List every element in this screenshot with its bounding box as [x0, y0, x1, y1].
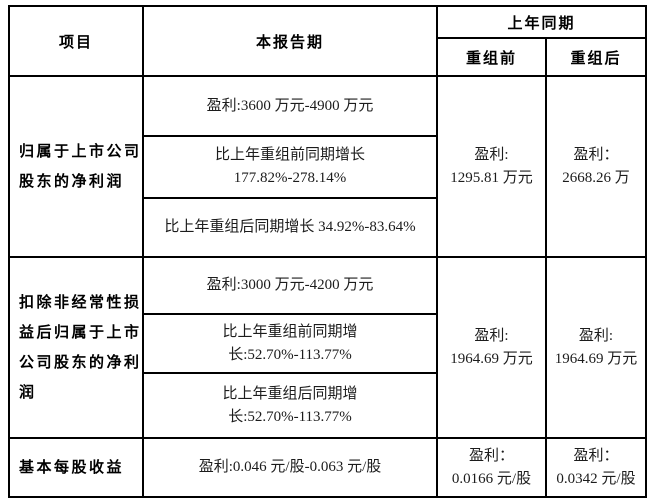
header-row-2: 重组前 重组后: [9, 37, 647, 77]
table-row: 基本每股收益 盈利:0.046 元/股-0.063 元/股 盈利： 0.0166…: [8, 437, 647, 498]
deducted-profit-prior-post: 盈利: 1964.69 万元: [545, 256, 647, 439]
deducted-profit-prior-pre: 盈利: 1964.69 万元: [436, 256, 547, 439]
net-profit-current-range: 盈利:3600 万元-4900 万元: [142, 75, 438, 137]
basic-eps-current-range: 盈利:0.046 元/股-0.063 元/股: [142, 437, 438, 498]
basic-eps-prior-post: 盈利： 0.0342 元/股: [545, 437, 647, 498]
row-label-net-profit: 归属于上市公司 股东的净利润: [8, 75, 144, 258]
deducted-profit-growth-vs-pre: 比上年重组前同期增 长:52.70%-113.77%: [142, 313, 438, 374]
net-profit-growth-vs-pre: 比上年重组前同期增长 177.82%-278.14%: [142, 135, 438, 199]
header-row-1: 项目 本报告期 上年同期: [8, 5, 647, 77]
header-prior-period: 上年同期: [436, 5, 647, 39]
net-profit-prior-pre: 盈利: 1295.81 万元: [436, 75, 547, 258]
table-row: 比上年重组后同期增长 34.92%-83.64%: [9, 197, 646, 258]
header-post-restructuring: 重组后: [545, 37, 647, 77]
table-row: 归属于上市公司 股东的净利润 盈利:3600 万元-4900 万元 盈利: 12…: [8, 75, 647, 258]
header-item: 项目: [8, 5, 144, 77]
net-profit-prior-post: 盈利： 2668.26 万: [545, 75, 647, 258]
table-row: 扣除非经常性损 益后归属于上市 公司股东的净利 润 盈利:3000 万元-420…: [8, 256, 647, 439]
header-current-period: 本报告期: [142, 5, 438, 77]
header-pre-restructuring: 重组前: [436, 37, 547, 77]
deducted-profit-growth-vs-post: 比上年重组后同期增 长:52.70%-113.77%: [142, 372, 438, 439]
table-row: 比上年重组后同期增 长:52.70%-113.77%: [9, 372, 646, 439]
table-row: 比上年重组前同期增长 177.82%-278.14%: [9, 135, 646, 199]
deducted-profit-current-range: 盈利:3000 万元-4200 万元: [142, 256, 438, 315]
net-profit-growth-vs-post: 比上年重组后同期增长 34.92%-83.64%: [142, 197, 438, 258]
row-label-basic-eps: 基本每股收益: [8, 437, 144, 498]
table-row: 比上年重组前同期增 长:52.70%-113.77%: [9, 313, 646, 374]
row-label-deducted-net-profit: 扣除非经常性损 益后归属于上市 公司股东的净利 润: [8, 256, 144, 439]
basic-eps-prior-pre: 盈利： 0.0166 元/股: [436, 437, 547, 498]
financial-forecast-table: 项目 本报告期 上年同期 重组前 重组后 归属于上市公司 股东的净利润 盈利:3…: [8, 5, 647, 498]
